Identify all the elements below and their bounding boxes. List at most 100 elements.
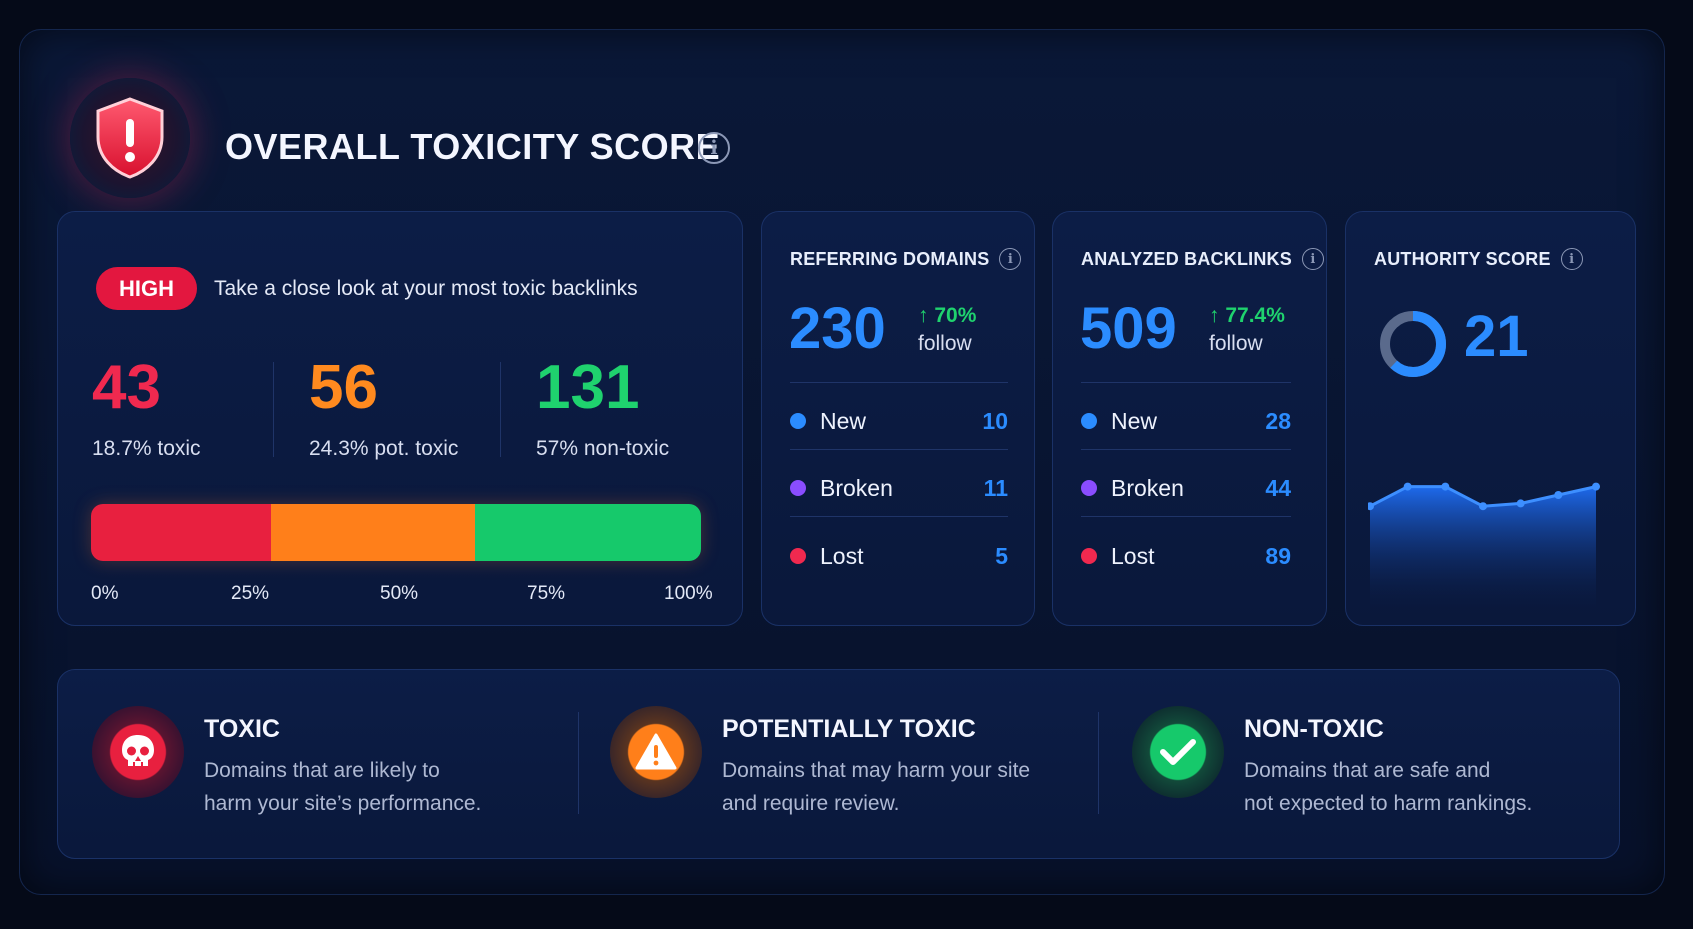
- pot-toxic-label: 24.3% pot. toxic: [309, 437, 459, 460]
- legend-card: TOXIC Domains that are likely to harm yo…: [57, 669, 1620, 859]
- toxic-label: 18.7% toxic: [92, 437, 201, 460]
- non-toxic-stat: 131 57% non-toxic: [536, 357, 669, 461]
- metric-row-lost: Lost 89: [1081, 541, 1291, 571]
- legend-title: POTENTIALLY TOXIC: [722, 715, 976, 743]
- divider: [790, 449, 1008, 450]
- authority-score-value: 21: [1464, 304, 1529, 369]
- metric-value: 44: [1265, 474, 1291, 501]
- skull-icon: [92, 706, 184, 798]
- legend-description: Domains that may harm your site and requ…: [722, 754, 1030, 820]
- legend-line: Domains that may harm your site: [722, 759, 1031, 782]
- bar-tick: 25%: [231, 583, 270, 604]
- delta-value: ↑ 77.4%: [1209, 304, 1285, 327]
- authority-score-card: AUTHORITY SCORE i 21: [1345, 211, 1636, 626]
- legend-line: Domains that are likely to: [204, 759, 440, 782]
- metric-value: 11: [983, 474, 1008, 501]
- bar-segment-toxic: [91, 504, 271, 561]
- page-title: OVERALL TOXICITY SCORE: [225, 126, 721, 167]
- divider: [578, 712, 579, 814]
- bar-tick: 50%: [380, 583, 419, 604]
- status-dot: [1081, 480, 1097, 496]
- trend-point: [1441, 482, 1450, 491]
- toxicity-message: Take a close look at your most toxic bac…: [214, 277, 638, 300]
- divider: [1081, 382, 1291, 383]
- toxic-stat: 43 18.7% toxic: [92, 357, 201, 461]
- legend-line: harm your site’s performance.: [204, 792, 482, 815]
- analyzed-backlinks-delta: ↑ 77.4% follow: [1209, 302, 1285, 358]
- status-dot: [790, 548, 806, 564]
- delta-value: ↑ 70%: [918, 304, 977, 327]
- divider: [1098, 712, 1099, 814]
- ring-fill: [1380, 311, 1446, 377]
- authority-score-title: AUTHORITY SCORE: [1374, 248, 1551, 269]
- delta-label: follow: [1209, 332, 1263, 355]
- status-dot: [790, 413, 806, 429]
- legend-description: Domains that are likely to harm your sit…: [204, 754, 481, 820]
- toxic-count: 43: [92, 353, 161, 422]
- referring-domains-card: REFERRING DOMAINS i 230 ↑ 70% follow New…: [761, 211, 1035, 626]
- legend-title: TOXIC: [204, 715, 280, 743]
- metric-row-broken: Broken 44: [1081, 473, 1291, 503]
- bar-tick: 75%: [527, 583, 566, 604]
- metric-label: Broken: [1111, 474, 1184, 501]
- toxicity-level-badge: HIGH: [96, 267, 197, 310]
- trend-point: [1479, 502, 1487, 511]
- shield-alert-icon: [70, 78, 190, 198]
- authority-ring-chart: [1380, 311, 1446, 377]
- metric-value: 89: [1265, 542, 1291, 569]
- trend-point: [1403, 482, 1412, 491]
- metric-row-lost: Lost 5: [790, 541, 1008, 571]
- divider: [790, 516, 1008, 517]
- metric-label: Lost: [820, 542, 864, 569]
- metric-label: Broken: [820, 474, 893, 501]
- legend-line: Domains that are safe and: [1244, 759, 1491, 782]
- metric-label: Lost: [1111, 542, 1155, 569]
- divider: [1081, 449, 1291, 450]
- analyzed-backlinks-card: ANALYZED BACKLINKS i 509 ↑ 77.4% follow …: [1052, 211, 1327, 626]
- metric-label: New: [820, 407, 867, 434]
- card-title: ANALYZED BACKLINKS i: [1081, 248, 1324, 270]
- info-icon[interactable]: i: [1301, 248, 1324, 270]
- card-title: REFERRING DOMAINS i: [790, 248, 1022, 270]
- info-icon[interactable]: i: [698, 132, 730, 164]
- divider: [500, 362, 501, 457]
- divider: [273, 362, 274, 457]
- metric-row-new: New 10: [790, 406, 1008, 436]
- legend-item-toxic: TOXIC Domains that are likely to harm yo…: [92, 670, 572, 860]
- divider: [1081, 516, 1291, 517]
- legend-item-potentially-toxic: POTENTIALLY TOXIC Domains that may harm …: [610, 670, 1090, 860]
- trend-point: [1592, 482, 1600, 491]
- toxicity-distribution-bar: [91, 504, 701, 561]
- status-dot: [1081, 413, 1097, 429]
- non-toxic-label: 57% non-toxic: [536, 437, 670, 460]
- check-icon: [1132, 706, 1224, 798]
- metric-label: New: [1111, 407, 1158, 434]
- pot-toxic-stat: 56 24.3% pot. toxic: [309, 357, 458, 461]
- bar-tick: 100%: [664, 583, 713, 604]
- divider: [790, 382, 1008, 383]
- legend-description: Domains that are safe and not expected t…: [1244, 754, 1532, 820]
- analyzed-backlinks-value: 509: [1080, 296, 1177, 361]
- legend-line: not expected to harm rankings.: [1244, 792, 1533, 815]
- trend-point: [1368, 502, 1374, 511]
- warning-icon: [610, 706, 702, 798]
- info-icon[interactable]: i: [999, 248, 1022, 270]
- legend-title: NON-TOXIC: [1244, 715, 1384, 743]
- info-icon[interactable]: i: [1560, 248, 1583, 270]
- referring-domains-value: 230: [789, 296, 886, 361]
- bar-segment-potentially-toxic: [270, 504, 476, 561]
- referring-domains-delta: ↑ 70% follow: [918, 302, 976, 358]
- toxicity-card: HIGH Take a close look at your most toxi…: [57, 211, 743, 626]
- legend-line: and require review.: [722, 792, 900, 815]
- trend-area: [1370, 486, 1596, 607]
- metric-value: 28: [1265, 407, 1291, 434]
- legend-item-non-toxic: NON-TOXIC Domains that are safe and not …: [1132, 670, 1592, 860]
- card-title: AUTHORITY SCORE i: [1374, 248, 1583, 270]
- bar-tick: 0%: [91, 583, 119, 604]
- trend-point: [1554, 491, 1563, 499]
- metric-row-broken: Broken 11: [790, 473, 1008, 503]
- pot-toxic-count: 56: [309, 353, 378, 422]
- status-dot: [1081, 548, 1097, 564]
- analyzed-backlinks-title: ANALYZED BACKLINKS: [1081, 248, 1292, 269]
- status-dot: [790, 480, 806, 496]
